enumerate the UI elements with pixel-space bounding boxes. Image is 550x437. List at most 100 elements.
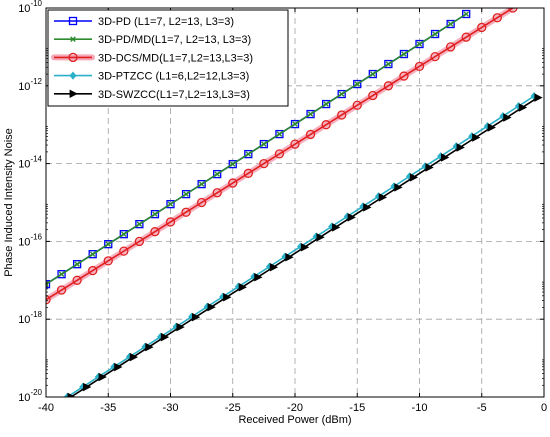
marker-circle	[274, 149, 285, 159]
marker-triangle	[238, 282, 247, 292]
marker-circle	[321, 120, 331, 130]
marker-circle	[477, 22, 487, 33]
marker-circle	[243, 168, 253, 178]
marker-square	[213, 169, 222, 179]
series-4	[67, 93, 543, 397]
marker-square	[306, 109, 315, 119]
marker-x	[463, 11, 469, 17]
marker-triangle	[316, 233, 325, 242]
marker-square	[166, 199, 175, 209]
tick-label-x: -20	[287, 402, 303, 414]
marker-square	[462, 9, 471, 19]
series-line	[46, 13, 467, 285]
marker-square	[228, 159, 237, 169]
marker-x	[385, 61, 392, 67]
marker-circle	[383, 81, 394, 91]
marker-square	[290, 119, 300, 129]
series-2	[46, 8, 518, 305]
marker-square	[259, 139, 269, 149]
marker-x	[354, 81, 361, 87]
tick-label-x: -25	[225, 402, 241, 414]
legend: 3D-PD (L1=7, L2=13, L3=3) 3D-PD/MD(L1=7, …	[47, 9, 289, 107]
marker-x	[432, 31, 438, 37]
marker-square	[399, 49, 409, 59]
marker-x	[183, 191, 189, 197]
marker-circle	[56, 285, 67, 295]
marker-triangle	[300, 243, 310, 252]
tick-label-y: 10-12	[18, 77, 42, 93]
marker-triangle	[378, 193, 388, 202]
legend-box	[47, 9, 289, 107]
marker-triangle	[472, 133, 481, 142]
marker-square	[430, 29, 440, 39]
marker-x	[167, 201, 174, 207]
marker-circle	[290, 139, 300, 149]
series-line	[46, 8, 514, 301]
marker-triangle	[285, 253, 294, 262]
marker-triangle	[176, 322, 185, 332]
marker-square	[72, 260, 82, 269]
tick-label-y: 10-16	[18, 232, 42, 248]
marker-triangle	[114, 362, 123, 372]
marker-triangle	[425, 163, 434, 172]
marker-x	[74, 261, 80, 267]
marker-x	[245, 151, 252, 157]
marker-circle	[414, 61, 425, 71]
marker-square	[337, 89, 346, 99]
marker-x	[276, 131, 283, 137]
marker-x	[198, 181, 205, 187]
marker-x	[105, 241, 112, 247]
marker-circle	[119, 246, 129, 256]
legend-item: 3D-PD/MD(L1=7, L2=13, L3=3)	[54, 34, 251, 46]
marker-circle	[72, 275, 82, 285]
marker-x	[152, 211, 158, 217]
marker-x	[323, 101, 329, 107]
marker-circle	[150, 227, 160, 237]
marker-triangle	[223, 292, 232, 302]
marker-triangle	[160, 332, 170, 342]
marker-circle	[492, 13, 502, 23]
marker-square	[46, 280, 51, 289]
tick-label-y: 10-14	[18, 155, 42, 171]
marker-square	[197, 179, 206, 189]
marker-square	[104, 240, 113, 249]
marker-square	[353, 79, 362, 89]
marker-square	[135, 219, 144, 229]
legend-label: 3D-SWZCC(L1=7,L2=13,L3=3)	[98, 89, 250, 101]
marker-circle	[461, 32, 471, 42]
legend-item: 3D-DCS/MD(L1=7,L2=13,L3=3)	[51, 52, 253, 64]
marker-diamond	[69, 71, 77, 80]
marker-x	[121, 231, 127, 237]
marker-circle	[46, 295, 51, 305]
marker-triangle	[332, 223, 341, 232]
marker-triangle	[254, 272, 263, 282]
marker-x	[229, 161, 236, 167]
marker-triangle	[518, 103, 528, 112]
marker-triangle	[269, 262, 279, 272]
marker-triangle	[487, 123, 496, 132]
marker-triangle	[67, 392, 76, 397]
marker-x	[416, 41, 423, 47]
marker-triangle	[347, 213, 356, 222]
marker-circle	[430, 51, 440, 62]
x-axis-label: Received Power (dBm)	[238, 414, 351, 426]
marker-x	[214, 171, 220, 177]
marker-x	[89, 251, 96, 257]
series-group	[46, 8, 543, 397]
legend-item: 3D-SWZCC(L1=7,L2=13,L3=3)	[54, 89, 250, 101]
marker-square	[244, 149, 253, 159]
marker-square	[275, 129, 284, 139]
marker-square	[88, 250, 97, 259]
marker-circle	[196, 197, 207, 208]
marker-triangle	[503, 113, 512, 122]
marker-square	[181, 189, 191, 199]
tick-label-x: -15	[349, 402, 365, 414]
marker-x	[136, 221, 143, 227]
marker-triangle	[129, 352, 139, 362]
marker-circle	[399, 71, 409, 81]
legend-label: 3D-DCS/MD(L1=7,L2=13,L3=3)	[98, 52, 253, 64]
marker-circle	[165, 217, 176, 227]
tick-label-x: -40	[38, 402, 54, 414]
marker-square	[150, 209, 160, 219]
marker-triangle	[98, 372, 107, 382]
